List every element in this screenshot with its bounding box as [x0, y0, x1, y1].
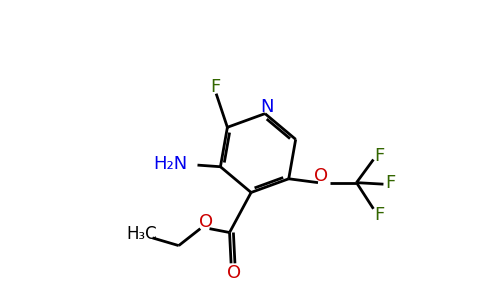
Text: F: F [211, 78, 221, 96]
Text: F: F [375, 147, 385, 165]
Text: H₂N: H₂N [153, 155, 187, 173]
Text: F: F [375, 206, 385, 224]
Text: H₃C: H₃C [126, 225, 157, 243]
Text: O: O [227, 264, 241, 282]
Text: O: O [199, 213, 213, 231]
Text: O: O [314, 167, 328, 185]
Text: N: N [260, 98, 274, 116]
Text: F: F [385, 174, 395, 192]
